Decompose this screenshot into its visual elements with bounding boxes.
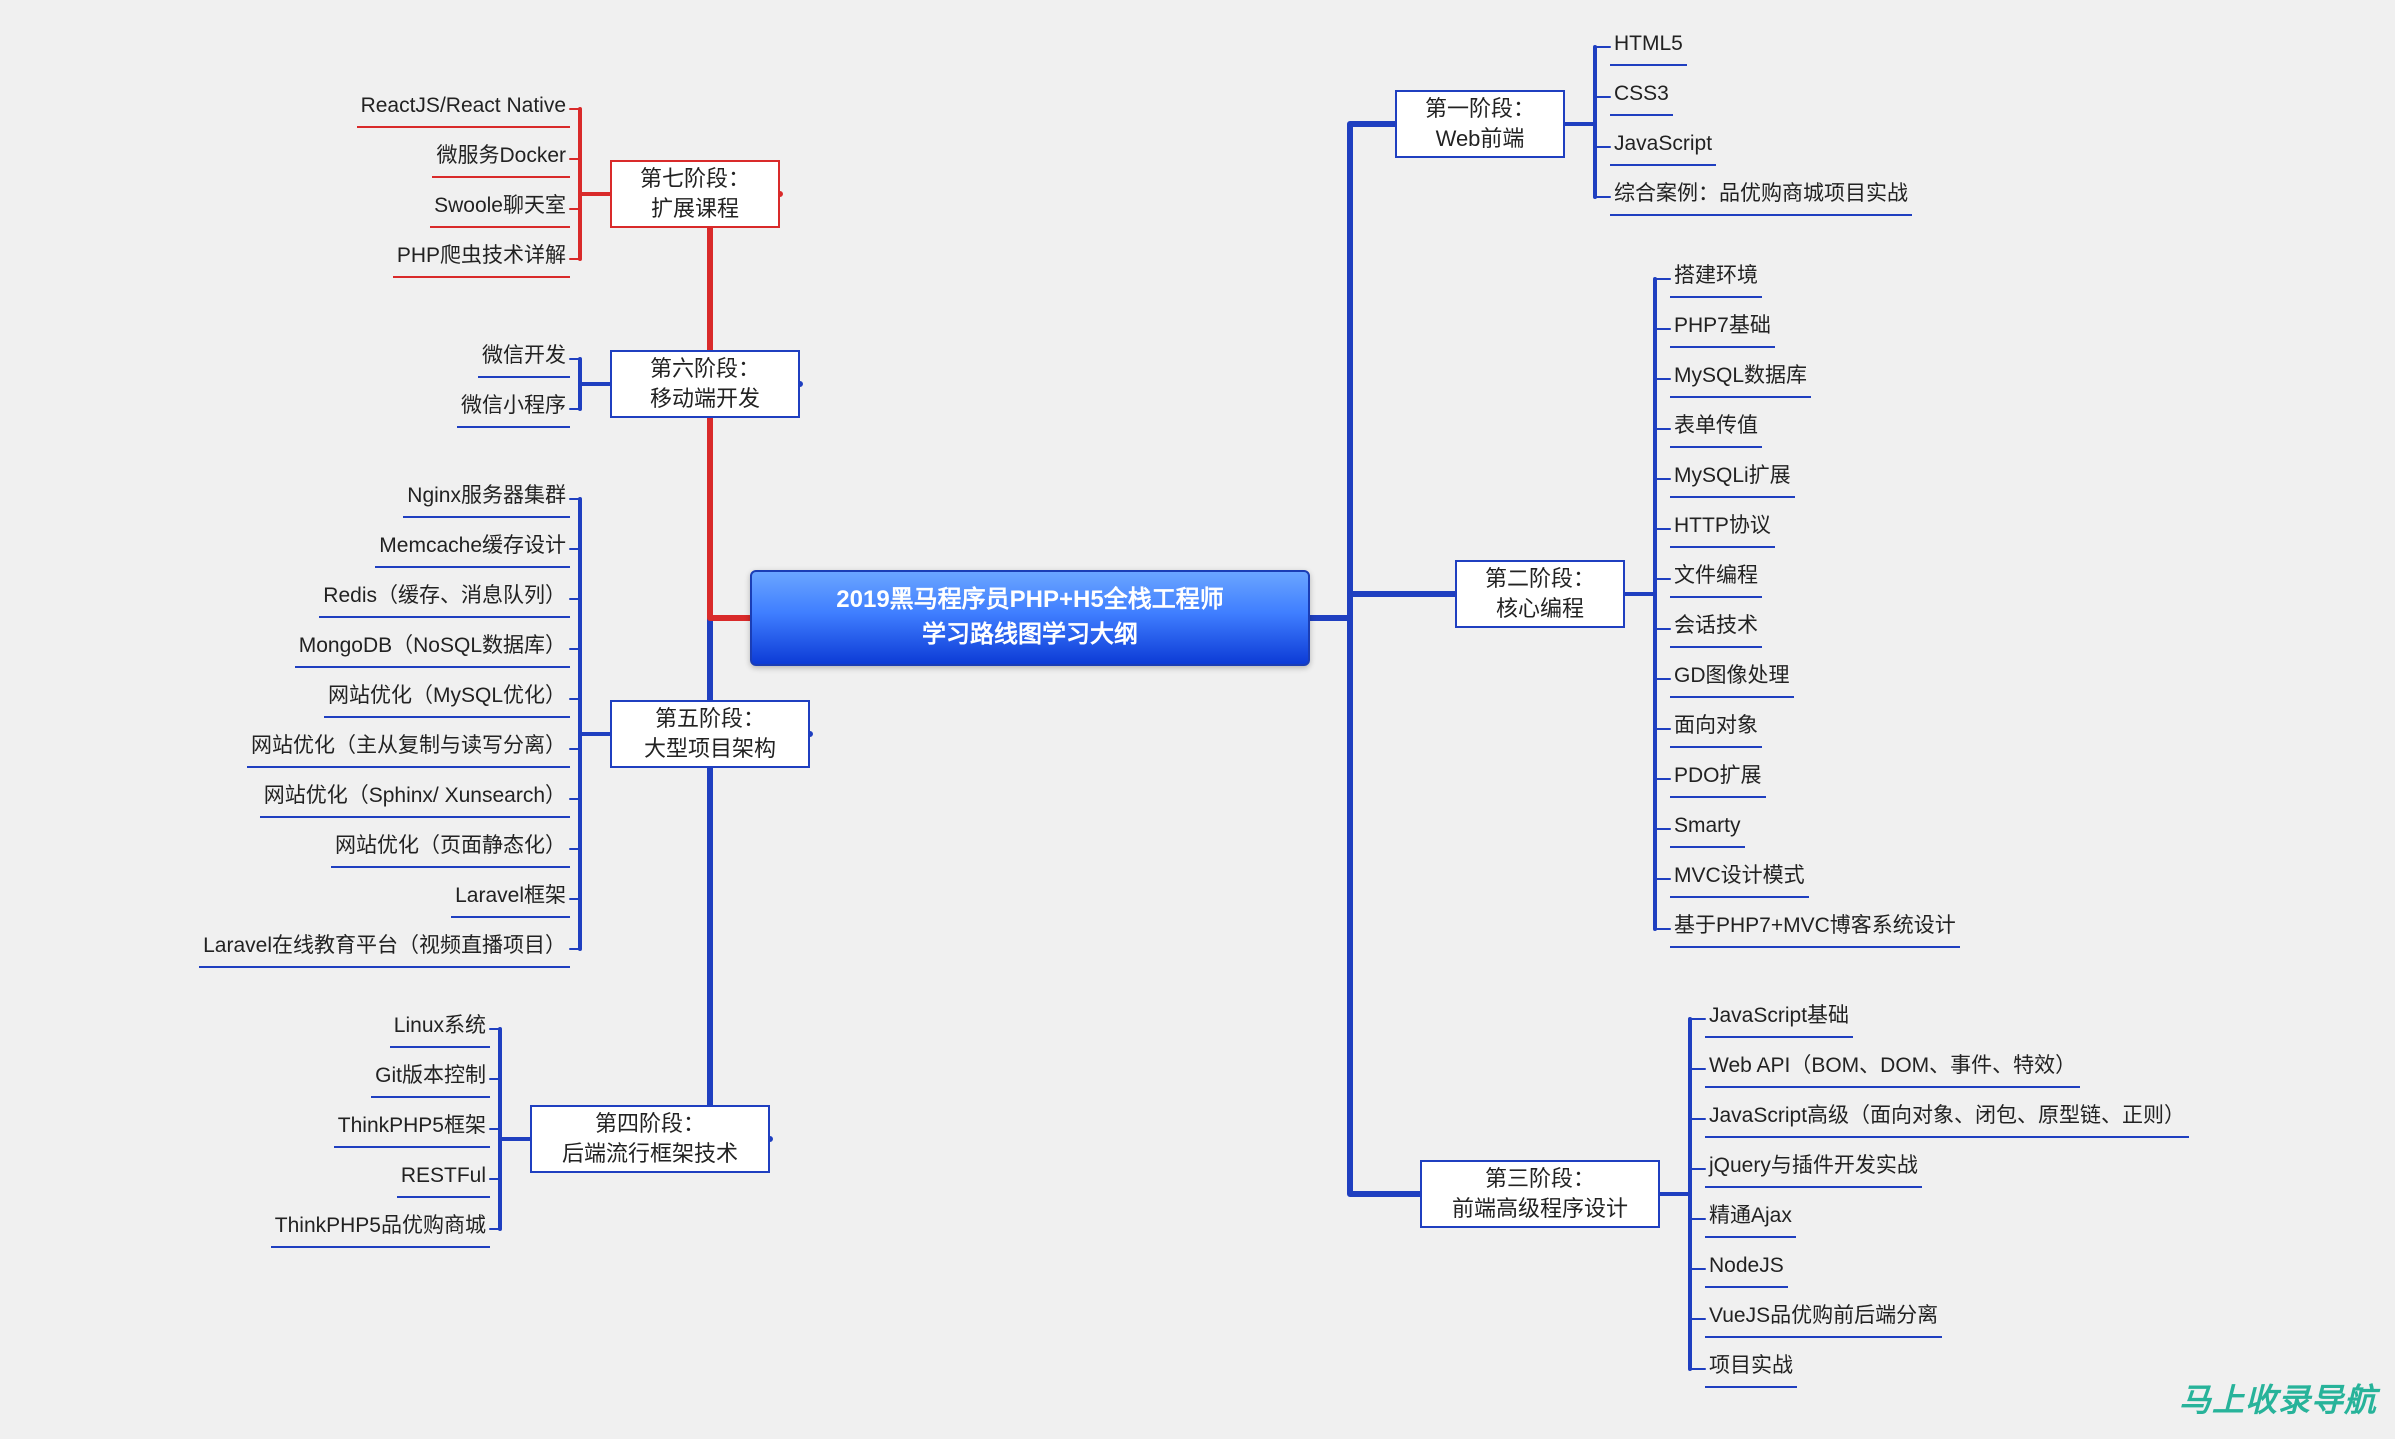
leaf-node: Redis（缓存、消息队列） [319, 580, 570, 618]
leaf-node: NodeJS [1705, 1250, 1788, 1288]
stage-node-stage3: 第三阶段：前端高级程序设计 [1420, 1160, 1660, 1228]
stage-title-line1: 第六阶段： [650, 354, 760, 384]
leaf-node: Laravel在线教育平台（视频直播项目） [199, 930, 570, 968]
stage-title-line2: 前端高级程序设计 [1452, 1194, 1628, 1224]
leaf-node: 文件编程 [1670, 560, 1762, 598]
leaf-node: JavaScript [1610, 128, 1716, 166]
stage-title-line1: 第七阶段： [640, 164, 750, 194]
leaf-node: 微信小程序 [457, 390, 570, 428]
leaf-node: Nginx服务器集群 [403, 480, 570, 518]
leaf-node: PDO扩展 [1670, 760, 1766, 798]
stage-title-line2: 核心编程 [1496, 594, 1584, 624]
stage-node-stage6: 第六阶段：移动端开发 [610, 350, 800, 418]
leaf-node: MVC设计模式 [1670, 860, 1809, 898]
leaf-node: Swoole聊天室 [430, 190, 570, 228]
leaf-node: 网站优化（主从复制与读写分离） [247, 730, 570, 768]
stage-node-stage5: 第五阶段：大型项目架构 [610, 700, 810, 768]
leaf-node: MySQL数据库 [1670, 360, 1811, 398]
stage-title-line1: 第一阶段： [1425, 94, 1535, 124]
stage-title-line2: 后端流行框架技术 [562, 1139, 738, 1169]
stage-title-line1: 第二阶段： [1485, 564, 1595, 594]
leaf-node: ThinkPHP5品优购商城 [271, 1210, 490, 1248]
leaf-node: JavaScript基础 [1705, 1000, 1853, 1038]
stage-title-line2: 大型项目架构 [644, 734, 776, 764]
leaf-node: ThinkPHP5框架 [334, 1110, 490, 1148]
watermark-text: 马上收录导航 [2179, 1375, 2377, 1421]
leaf-node: 网站优化（页面静态化） [331, 830, 570, 868]
leaf-node: PHP7基础 [1670, 310, 1775, 348]
leaf-node: CSS3 [1610, 78, 1673, 116]
leaf-node: VueJS品优购前后端分离 [1705, 1300, 1942, 1338]
leaf-node: 会话技术 [1670, 610, 1762, 648]
stage-title-line1: 第三阶段： [1485, 1164, 1595, 1194]
leaf-node: 精通Ajax [1705, 1200, 1796, 1238]
stage-node-stage2: 第二阶段：核心编程 [1455, 560, 1625, 628]
stage-title-line1: 第五阶段： [655, 704, 765, 734]
leaf-node: Smarty [1670, 810, 1745, 848]
leaf-node: 搭建环境 [1670, 260, 1762, 298]
leaf-node: RESTFul [397, 1160, 490, 1198]
stage-title-line2: Web前端 [1436, 124, 1525, 154]
leaf-node: PHP爬虫技术详解 [393, 240, 570, 278]
leaf-node: HTML5 [1610, 28, 1687, 66]
stage-title-line1: 第四阶段： [595, 1109, 705, 1139]
leaf-node: 面向对象 [1670, 710, 1762, 748]
leaf-node: 微服务Docker [432, 140, 570, 178]
leaf-node: MySQLi扩展 [1670, 460, 1795, 498]
leaf-node: ReactJS/React Native [357, 90, 570, 128]
leaf-node: GD图像处理 [1670, 660, 1794, 698]
stage-node-stage4: 第四阶段：后端流行框架技术 [530, 1105, 770, 1173]
leaf-node: Web API（BOM、DOM、事件、特效） [1705, 1050, 2080, 1088]
center-title-line1: 2019黑马程序员PHP+H5全栈工程师 [836, 583, 1223, 618]
leaf-node: 基于PHP7+MVC博客系统设计 [1670, 910, 1960, 948]
leaf-node: jQuery与插件开发实战 [1705, 1150, 1922, 1188]
leaf-node: 综合案例：品优购商城项目实战 [1610, 178, 1912, 216]
leaf-node: Laravel框架 [451, 880, 570, 918]
leaf-node: 网站优化（Sphinx/ Xunsearch） [260, 780, 570, 818]
stage-node-stage1: 第一阶段：Web前端 [1395, 90, 1565, 158]
leaf-node: 表单传值 [1670, 410, 1762, 448]
leaf-node: 微信开发 [478, 340, 570, 378]
leaf-node: MongoDB（NoSQL数据库） [295, 630, 570, 668]
stage-node-stage7: 第七阶段：扩展课程 [610, 160, 780, 228]
leaf-node: Memcache缓存设计 [375, 530, 570, 568]
leaf-node: Linux系统 [390, 1010, 490, 1048]
stage-title-line2: 扩展课程 [651, 194, 739, 224]
center-node: 2019黑马程序员PHP+H5全栈工程师 学习路线图学习大纲 [750, 570, 1310, 666]
leaf-node: HTTP协议 [1670, 510, 1775, 548]
stage-title-line2: 移动端开发 [650, 384, 760, 414]
leaf-node: 网站优化（MySQL优化） [324, 680, 570, 718]
leaf-node: JavaScript高级（面向对象、闭包、原型链、正则） [1705, 1100, 2189, 1138]
center-title-line2: 学习路线图学习大纲 [922, 618, 1138, 653]
leaf-node: Git版本控制 [371, 1060, 490, 1098]
leaf-node: 项目实战 [1705, 1350, 1797, 1388]
